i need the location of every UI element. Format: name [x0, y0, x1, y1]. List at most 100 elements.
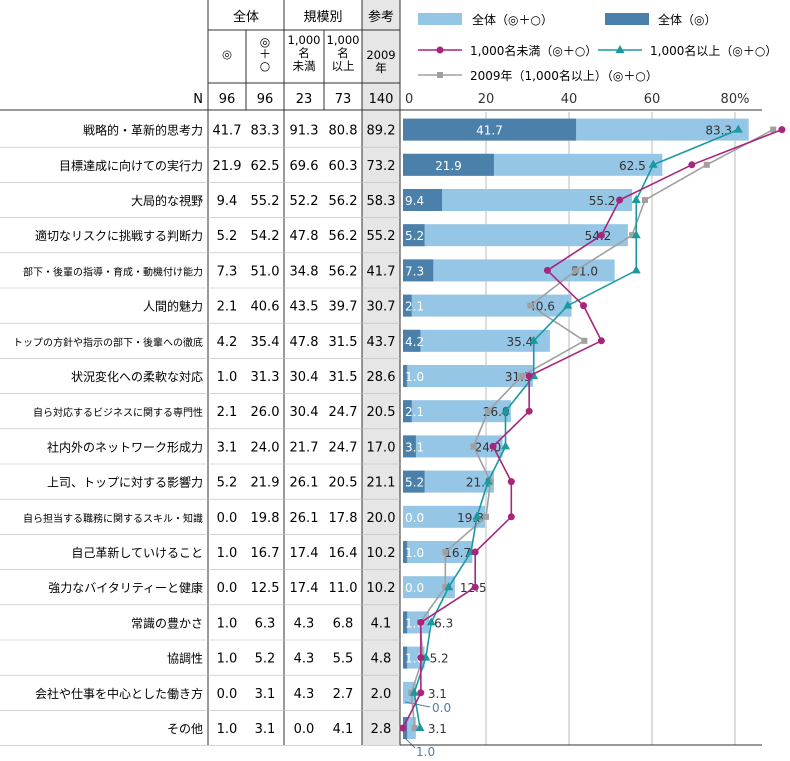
- n-value: 140: [369, 92, 394, 107]
- table-value: 5.2: [217, 476, 238, 491]
- bar-all-light: [403, 294, 572, 317]
- table-value: 4.8: [371, 652, 392, 667]
- column-header: 2009: [366, 48, 395, 62]
- point-circle: [525, 407, 533, 415]
- point-circle: [399, 724, 407, 732]
- table-value: 16.4: [329, 546, 358, 561]
- point-square: [527, 302, 534, 309]
- table-value: 0.0: [294, 722, 315, 737]
- table-value: 3.1: [255, 687, 276, 702]
- table-value: 20.5: [329, 476, 358, 491]
- column-header: 未満: [293, 59, 316, 73]
- point-circle: [778, 126, 786, 134]
- table-value: 12.5: [251, 581, 280, 596]
- point-circle: [507, 513, 515, 521]
- point-triangle: [409, 687, 419, 696]
- leader-label: 0.0: [432, 701, 451, 715]
- n-value: 73: [335, 92, 352, 107]
- table-value: 17.4: [290, 546, 319, 561]
- table-value: 20.0: [367, 511, 396, 526]
- table-value: 43.7: [367, 335, 396, 350]
- legend-label: 2009年（1,000名以上）（◎＋○）: [470, 68, 658, 83]
- table-value: 55.2: [251, 194, 280, 209]
- point-triangle: [563, 300, 573, 309]
- category-label: トップの方針や指示の部下・後輩への徹底: [13, 336, 203, 349]
- bar-light-label: 35.4: [507, 335, 534, 349]
- series-line: [399, 126, 786, 732]
- column-header: ＋: [259, 47, 271, 61]
- bar-light-label: 83.3: [705, 124, 732, 138]
- bar-all-dark: [403, 259, 434, 282]
- point-triangle: [631, 265, 641, 274]
- table-value: 35.4: [251, 335, 280, 350]
- table-value: 69.6: [290, 159, 319, 174]
- table-value: 30.7: [367, 300, 396, 315]
- category-label: 人間的魅力: [143, 299, 203, 314]
- table-value: 0.0: [217, 581, 238, 596]
- point-square: [485, 408, 492, 415]
- series-line: [409, 124, 743, 731]
- table-value: 19.8: [251, 511, 280, 526]
- bar-dark-label: 2.1: [405, 405, 424, 419]
- n-value: 23: [296, 92, 313, 107]
- bar-all-dark: [403, 611, 408, 634]
- bar-all-light: [403, 259, 615, 282]
- bar-light-label: 6.3: [434, 616, 453, 630]
- bar-light-label: 3.1: [428, 722, 447, 736]
- point-circle: [507, 478, 515, 486]
- table-value: 21.1: [367, 476, 396, 491]
- x-tick-label: 80%: [721, 92, 750, 107]
- table-value: 1.0: [217, 616, 238, 631]
- bar-all-light: [403, 400, 511, 423]
- table-value: 41.7: [367, 264, 396, 279]
- bar-light-label: 3.1: [428, 687, 447, 701]
- category-label: 状況変化への柔軟な対応: [71, 369, 203, 384]
- table-value: 24.7: [329, 440, 358, 455]
- point-triangle: [483, 476, 493, 485]
- table-value: 17.8: [329, 511, 358, 526]
- table-value: 9.4: [217, 194, 238, 209]
- table-value: 10.2: [367, 581, 396, 596]
- bar-all-light: [403, 189, 633, 211]
- table-value: 16.7: [251, 546, 280, 561]
- point-triangle: [501, 406, 511, 415]
- table-value: 51.0: [251, 264, 280, 279]
- point-circle: [471, 583, 479, 591]
- column-header: 名: [298, 46, 310, 60]
- table-value: 1.0: [217, 546, 238, 561]
- point-circle: [543, 266, 551, 274]
- bar-all-dark: [403, 294, 412, 317]
- point-triangle: [733, 124, 743, 133]
- table-value: 34.8: [290, 264, 319, 279]
- bar-all-dark: [403, 435, 416, 458]
- bar-dark-label: 5.2: [405, 476, 424, 490]
- category-label: 協調性: [167, 651, 203, 666]
- table-value: 58.3: [367, 194, 396, 209]
- table-value: 31.5: [329, 370, 358, 385]
- table-value: 3.1: [217, 440, 238, 455]
- table-value: 26.1: [290, 511, 319, 526]
- table-value: 47.8: [290, 335, 319, 350]
- table-value: 43.5: [290, 300, 319, 315]
- table-value: 10.2: [367, 546, 396, 561]
- table-value: 17.0: [367, 440, 396, 455]
- point-triangle: [472, 511, 482, 520]
- point-circle: [489, 442, 497, 450]
- bar-dark-label: 4.2: [405, 335, 424, 349]
- point-circle: [417, 689, 425, 697]
- category-label: 自己革新していけること: [71, 545, 203, 560]
- table-value: 2.0: [371, 687, 392, 702]
- bar-all-dark: [403, 365, 408, 387]
- column-header: 名: [337, 46, 349, 60]
- bar-dark-label: 5.2: [405, 229, 424, 243]
- point-circle: [525, 372, 533, 380]
- column-header: ◎: [222, 47, 232, 61]
- bar-all-dark: [403, 470, 425, 493]
- bar-all-dark: [403, 189, 443, 211]
- bar-all-light: [403, 224, 628, 247]
- bar-all-light: [403, 470, 494, 493]
- point-circle: [417, 654, 425, 662]
- bar-dark-label: 0.0: [405, 581, 424, 595]
- point-triangle: [444, 582, 454, 591]
- table-value: 24.7: [329, 405, 358, 420]
